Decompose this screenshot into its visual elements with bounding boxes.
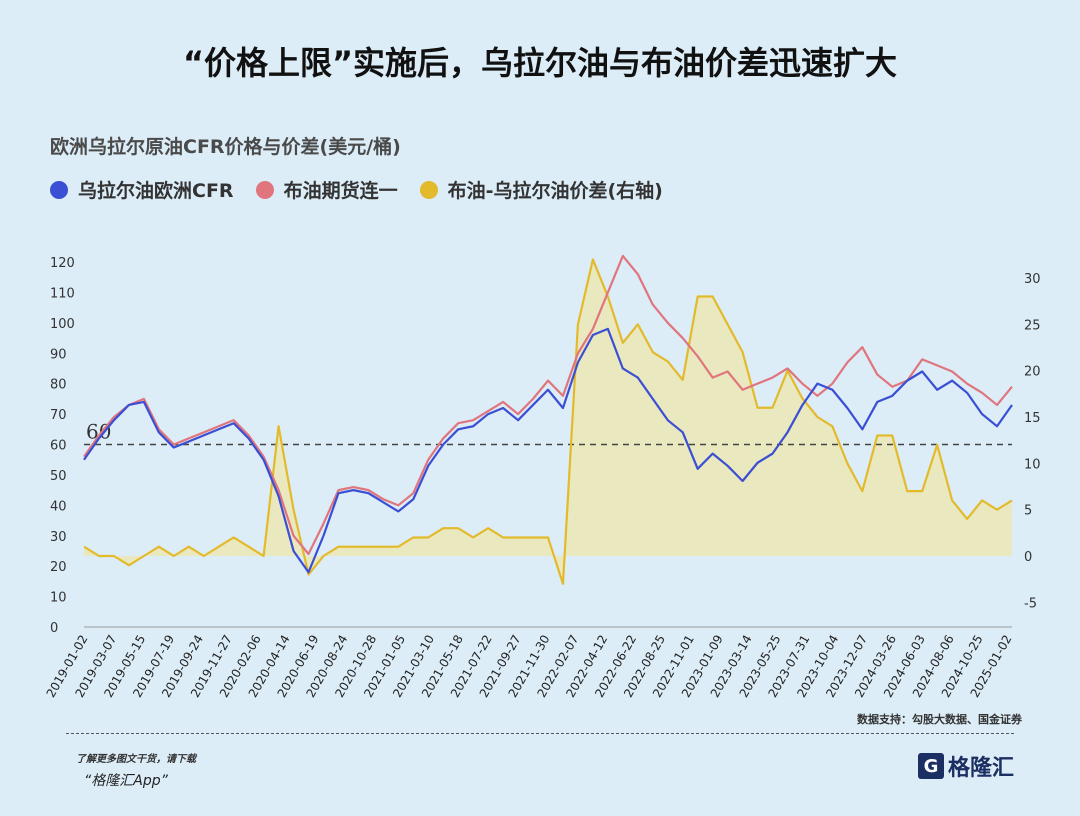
y-right-tick-label: -5 xyxy=(1024,596,1037,611)
legend-dot-spread xyxy=(419,180,438,199)
spread-area xyxy=(84,259,1012,584)
brand-logo[interactable]: G 格隆汇 xyxy=(917,750,1014,782)
y-left-tick-label: 40 xyxy=(50,499,67,514)
chart-legend: 乌拉尔油欧洲CFR 布油期货连一 布油-乌拉尔油价差(右轴) xyxy=(50,176,663,203)
y-right-tick-label: 5 xyxy=(1024,504,1032,519)
series-line-brent xyxy=(83,254,1013,556)
legend-dot-urals xyxy=(50,180,68,199)
y-left-tick-label: 70 xyxy=(50,408,67,423)
y-left-tick-label: 90 xyxy=(50,347,67,362)
legend-label-urals: 乌拉尔油欧洲CFR xyxy=(78,180,234,202)
y-left-tick-label: 80 xyxy=(50,378,67,393)
series-line-spread xyxy=(83,258,1013,585)
y-left-tick-label: 0 xyxy=(50,621,58,636)
legend-label-brent: 布油期货连一 xyxy=(283,180,398,202)
y-left-tick-label: 60 xyxy=(50,439,67,454)
legend-label-spread: 布油-乌拉尔油价差(右轴) xyxy=(447,180,663,202)
y-right-tick-label: 20 xyxy=(1024,365,1041,380)
legend-item-spread: 布油-乌拉尔油价差(右轴) xyxy=(419,176,663,203)
promo-text: 了解更多图文干货，请下载 xyxy=(76,754,196,765)
legend-dot-brent xyxy=(255,180,274,199)
logo-text: 格隆汇 xyxy=(947,756,1014,781)
app-name: “格隆汇App” xyxy=(84,773,168,789)
y-right-tick-label: 30 xyxy=(1024,272,1041,287)
footer-divider xyxy=(66,733,1014,734)
chart-title: 欧洲乌拉尔原油CFR价格与价差(美元/桶) xyxy=(50,136,401,158)
y-left-tick-label: 110 xyxy=(50,286,75,301)
y-left-tick-label: 10 xyxy=(50,591,67,606)
y-right-tick-label: 15 xyxy=(1024,411,1041,426)
series-line-urals xyxy=(83,327,1013,574)
y-left-tick-label: 20 xyxy=(50,560,67,575)
y-right-tick-label: 0 xyxy=(1024,550,1032,565)
y-left-tick-label: 100 xyxy=(50,317,75,332)
data-source: 数据支持：勾股大数据、国金证券 xyxy=(857,713,1022,726)
legend-item-urals: 乌拉尔油欧洲CFR xyxy=(50,176,234,203)
legend-item-brent: 布油期货连一 xyxy=(255,176,398,203)
y-right-tick-label: 25 xyxy=(1024,318,1041,333)
y-left-tick-label: 30 xyxy=(50,530,67,545)
y-right-tick-label: 10 xyxy=(1024,457,1041,472)
y-left-tick-label: 50 xyxy=(50,469,67,484)
y-left-tick-label: 120 xyxy=(50,256,75,271)
logo-icon: G xyxy=(917,753,944,779)
page-title: “价格上限”实施后，乌拉尔油与布油价差迅速扩大 xyxy=(182,44,898,82)
